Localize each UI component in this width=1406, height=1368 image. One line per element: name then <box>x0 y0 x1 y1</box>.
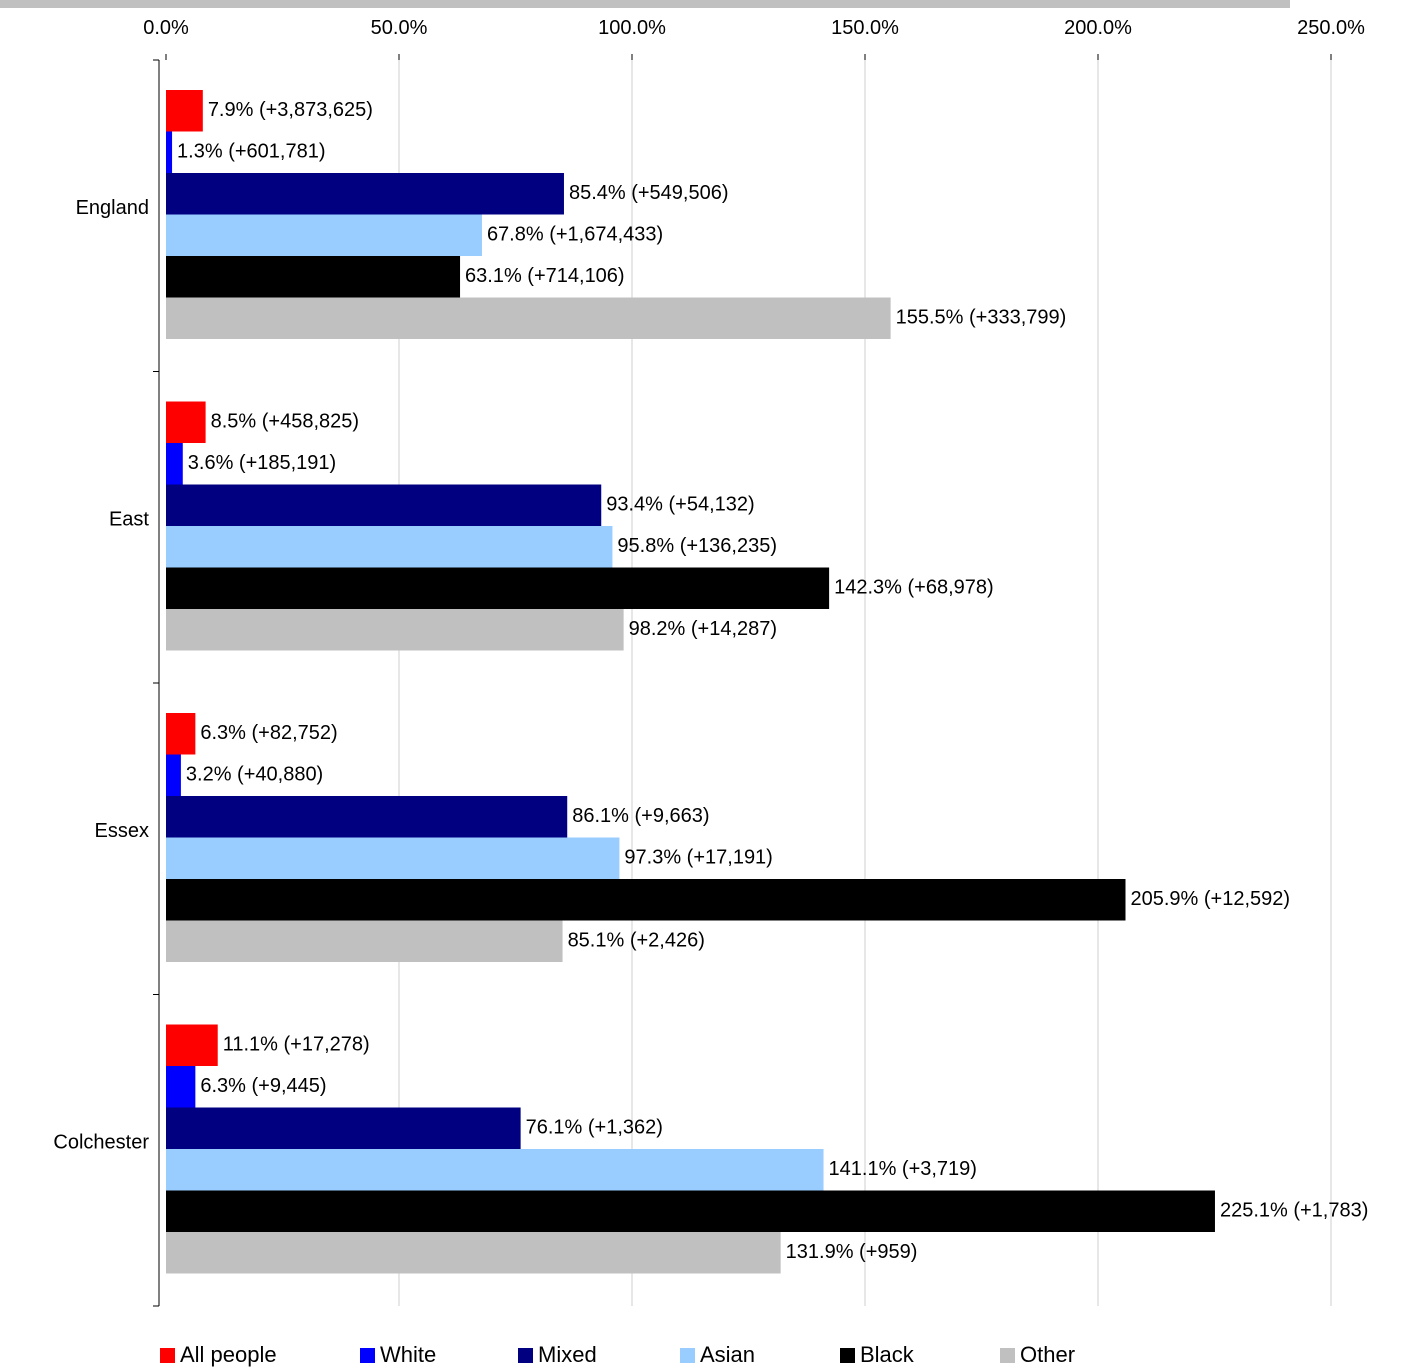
legend-item: All people <box>160 1342 277 1368</box>
legend-item: Other <box>1000 1342 1075 1368</box>
bar <box>166 1190 1215 1232</box>
bar <box>166 90 203 132</box>
bar <box>166 484 602 526</box>
gridlines <box>398 60 1332 1306</box>
top-divider-bar <box>0 0 1290 8</box>
x-tick-label: 100.0% <box>598 17 666 39</box>
x-tick-label: 200.0% <box>1064 17 1132 39</box>
category-label: England <box>76 197 149 219</box>
legend-item: Black <box>840 1342 914 1368</box>
x-tick-label: 250.0% <box>1297 17 1365 39</box>
bar <box>166 1232 781 1274</box>
data-label: 7.9% (+3,873,625) <box>208 99 373 121</box>
x-tick-label: 50.0% <box>371 17 428 39</box>
legend-swatch <box>518 1347 533 1363</box>
legend-item: Mixed <box>518 1342 597 1368</box>
bar <box>166 1066 196 1108</box>
bar <box>166 1024 218 1066</box>
data-label: 3.2% (+40,880) <box>186 764 323 786</box>
data-label: 63.1% (+714,106) <box>465 265 625 287</box>
data-label: 85.1% (+2,426) <box>568 930 705 952</box>
data-label: 225.1% (+1,783) <box>1220 1200 1368 1222</box>
category-label: Essex <box>95 820 149 842</box>
data-label: 93.4% (+54,132) <box>606 494 754 516</box>
bar <box>166 796 568 838</box>
legend-swatch <box>1000 1347 1015 1363</box>
legend: All people White Mixed Asian Black Other <box>160 1342 1400 1368</box>
data-label: 205.9% (+12,592) <box>1130 888 1290 910</box>
bar <box>166 526 613 568</box>
bar <box>166 401 206 443</box>
bars <box>166 90 1215 1274</box>
bar <box>166 609 624 651</box>
data-label: 95.8% (+136,235) <box>617 535 777 557</box>
bar <box>166 297 891 339</box>
axes: 0.0% 50.0% 100.0% 150.0% 200.0% 250.0% England… <box>53 17 1365 1307</box>
legend-label: Asian <box>700 1342 756 1367</box>
data-label: 97.3% (+17,191) <box>624 847 772 869</box>
data-label: 155.5% (+333,799) <box>896 307 1067 329</box>
bar <box>166 1107 521 1149</box>
legend-label: White <box>380 1342 437 1367</box>
data-labels: 7.9% (+3,873,625) 1.3% (+601,781) 85.4% (+… <box>177 99 1368 1263</box>
category-label: Colchester <box>53 1132 149 1154</box>
data-label: 1.3% (+601,781) <box>177 141 325 163</box>
data-label: 86.1% (+9,663) <box>572 805 709 827</box>
data-label: 76.1% (+1,362) <box>526 1117 663 1139</box>
legend-swatch <box>840 1347 855 1363</box>
bar <box>166 754 181 796</box>
data-label: 131.9% (+959) <box>786 1241 918 1263</box>
bar <box>166 713 196 755</box>
data-label: 11.1% (+17,278) <box>223 1034 370 1056</box>
data-label: 3.6% (+185,191) <box>188 452 336 474</box>
bar-chart: 0.0% 50.0% 100.0% 150.0% 200.0% 250.0% England… <box>53 17 1368 1307</box>
bar <box>166 567 830 609</box>
category-label: East <box>109 509 149 531</box>
legend-label: Mixed <box>538 1342 597 1367</box>
x-tick-label: 0.0% <box>143 17 189 39</box>
data-label: 98.2% (+14,287) <box>629 618 777 640</box>
bar <box>166 920 563 962</box>
x-tick-label: 150.0% <box>831 17 899 39</box>
data-label: 8.5% (+458,825) <box>211 411 359 433</box>
legend-item: Asian <box>680 1342 755 1368</box>
bar <box>166 256 461 298</box>
data-label: 6.3% (+82,752) <box>200 722 337 744</box>
data-label: 67.8% (+1,674,433) <box>487 224 663 246</box>
legend-swatch <box>160 1347 175 1363</box>
bar <box>166 131 173 173</box>
bar <box>166 879 1126 921</box>
legend-swatch <box>360 1347 375 1363</box>
bar <box>166 1149 824 1191</box>
bar <box>166 443 183 485</box>
data-label: 141.1% (+3,719) <box>829 1158 977 1180</box>
legend-item: White <box>360 1342 436 1368</box>
legend-label: Black <box>860 1342 914 1367</box>
data-label: 142.3% (+68,978) <box>834 577 994 599</box>
legend-label: All people <box>180 1342 277 1367</box>
data-label: 85.4% (+549,506) <box>569 182 729 204</box>
legend-label: Other <box>1020 1342 1076 1367</box>
data-label: 6.3% (+9,445) <box>200 1075 326 1097</box>
bar <box>166 214 482 256</box>
bar <box>166 837 620 879</box>
legend-swatch <box>680 1347 695 1363</box>
bar <box>166 173 564 215</box>
